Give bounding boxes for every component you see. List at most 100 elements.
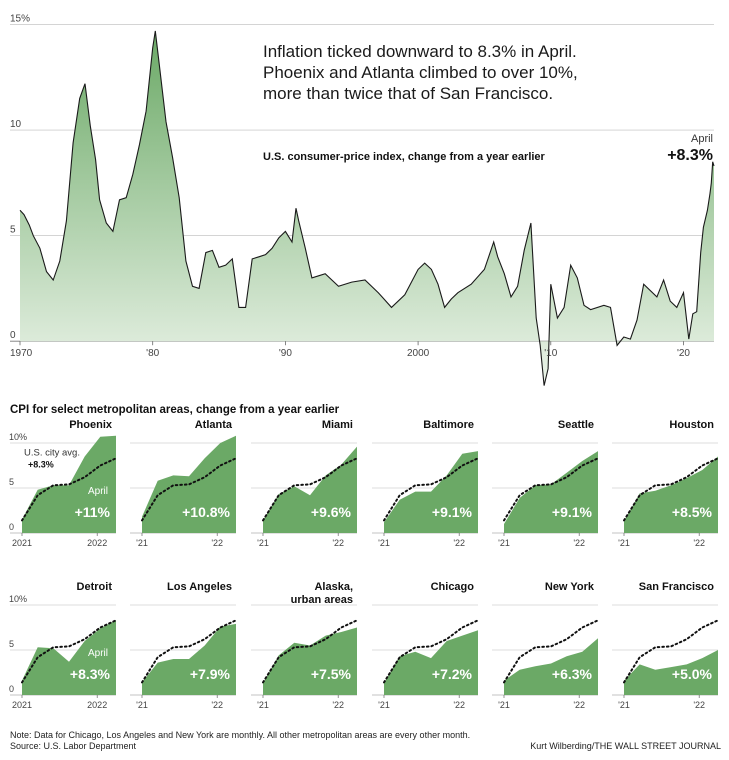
main-y-tick-label: 15% bbox=[10, 14, 30, 25]
panel-value-label: +6.3% bbox=[552, 666, 593, 682]
us-city-avg-line bbox=[262, 619, 358, 684]
panel-area bbox=[384, 630, 478, 695]
us-city-avg-line bbox=[141, 457, 237, 522]
panel-x-tick-label: '22 bbox=[211, 538, 223, 548]
panel-value-label: +9.1% bbox=[552, 504, 593, 520]
us-city-avg-line bbox=[383, 619, 479, 684]
panel-area bbox=[22, 435, 116, 533]
panel-value-label: +9.6% bbox=[311, 504, 352, 520]
us-city-avg-line bbox=[21, 619, 117, 684]
panel-area bbox=[263, 446, 357, 533]
panel-x-tick-label: '22 bbox=[211, 700, 223, 710]
main-y-ticks: 0 5 10 15% bbox=[10, 14, 30, 342]
metro-panel: Seattle +9.1% '21 '22 bbox=[492, 419, 599, 548]
panel-title: Miami bbox=[322, 419, 353, 431]
panel-value-label: +8.3% bbox=[70, 666, 111, 682]
main-x-tick-label: '20 bbox=[677, 348, 690, 359]
main-x-tick-label: 1970 bbox=[10, 348, 33, 359]
panel-title: Phoenix bbox=[69, 419, 113, 431]
panel-title: Chicago bbox=[431, 581, 475, 593]
panel-x-tick-label: '21 bbox=[618, 700, 630, 710]
panel-x-tick-label: 2022 bbox=[87, 538, 107, 548]
panel-x-tick-label: '22 bbox=[573, 538, 585, 548]
main-chart-subtitle: U.S. consumer-price index, change from a… bbox=[263, 151, 546, 163]
main-x-tick-label: 2000 bbox=[407, 348, 430, 359]
metro-panel: 0 5 10% Detroit +8.3% April 2021 2022 bbox=[9, 581, 117, 710]
panel-y-tick-label: 0 bbox=[9, 522, 14, 532]
main-y-tick-label: 0 bbox=[10, 330, 16, 341]
us-city-avg-value: +8.3% bbox=[28, 459, 54, 469]
panel-y-tick-label: 5 bbox=[9, 639, 14, 649]
metro-panel: Chicago +7.2% '21 '22 bbox=[372, 581, 479, 710]
panel-x-tick-label: '22 bbox=[693, 700, 705, 710]
panel-title: urban areas bbox=[291, 594, 353, 606]
metro-panel: Alaska,urban areas +7.5% '21 '22 bbox=[251, 581, 358, 710]
headline-line-1: Inflation ticked downward to 8.3% in Apr… bbox=[263, 42, 577, 61]
main-y-tick-label: 10 bbox=[10, 119, 22, 130]
panel-y-tick-label: 10% bbox=[9, 594, 27, 604]
panel-area bbox=[504, 638, 598, 695]
panel-x-tick-label: '22 bbox=[332, 700, 344, 710]
panel-sub-label: April bbox=[88, 486, 108, 497]
panel-title: Los Angeles bbox=[167, 581, 232, 593]
panel-x-tick-label: '21 bbox=[136, 700, 148, 710]
main-y-tick-label: 5 bbox=[10, 225, 16, 236]
panel-x-tick-label: 2022 bbox=[87, 700, 107, 710]
us-city-avg-line bbox=[503, 457, 599, 522]
metro-small-multiples: CPI for select metropolitan areas, chang… bbox=[9, 404, 719, 710]
headline-line-3: more than twice that of San Francisco. bbox=[263, 84, 553, 103]
main-cpi-area bbox=[20, 30, 714, 386]
metro-panel: Miami +9.6% '21 '22 bbox=[251, 419, 358, 548]
main-cpi-line bbox=[19, 30, 715, 386]
panel-x-tick-label: '21 bbox=[378, 700, 390, 710]
panel-area bbox=[504, 451, 598, 533]
us-city-avg-line bbox=[262, 457, 358, 522]
metro-panel: Baltimore +9.1% '21 '22 bbox=[372, 419, 479, 548]
us-city-avg-line bbox=[141, 619, 237, 684]
panel-value-label: +11% bbox=[75, 504, 111, 520]
us-city-avg-line bbox=[503, 619, 599, 684]
metro-panel: 0 5 10% Phoenix +11% April 2021 2022 U.S. city a… bbox=[9, 419, 117, 548]
panel-value-label: +5.0% bbox=[672, 666, 713, 682]
panel-area bbox=[624, 650, 718, 695]
panel-title: Baltimore bbox=[423, 419, 474, 431]
panel-area bbox=[624, 456, 718, 533]
credit: Kurt Wilberding/THE WALL STREET JOURNAL bbox=[530, 741, 721, 751]
panel-x-tick-label: '22 bbox=[453, 700, 465, 710]
callout-label: April bbox=[691, 133, 713, 145]
panel-x-tick-label: 2021 bbox=[12, 538, 32, 548]
panel-value-label: +7.2% bbox=[432, 666, 473, 682]
metro-panel: Atlanta +10.8% '21 '22 bbox=[130, 419, 237, 548]
panel-title: Atlanta bbox=[195, 419, 233, 431]
panel-x-tick-label: 2021 bbox=[12, 700, 32, 710]
panel-value-label: +9.1% bbox=[432, 504, 473, 520]
callout-value: +8.3% bbox=[667, 147, 713, 164]
panel-x-tick-label: '21 bbox=[498, 700, 510, 710]
metro-panel: San Francisco +5.0% '21 '22 bbox=[612, 581, 719, 710]
main-x-ticks: 1970 '80 '90 2000 '10 '20 bbox=[10, 341, 690, 359]
metro-panel: Los Angeles +7.9% '21 '22 bbox=[130, 581, 237, 710]
main-x-tick-label: '10 bbox=[544, 348, 557, 359]
panel-x-tick-label: '22 bbox=[573, 700, 585, 710]
footnote-note: Note: Data for Chicago, Los Angeles and … bbox=[10, 730, 471, 740]
main-x-tick-label: '90 bbox=[279, 348, 292, 359]
panel-title: Seattle bbox=[558, 419, 594, 431]
metro-section-title: CPI for select metropolitan areas, chang… bbox=[10, 404, 340, 416]
panel-area bbox=[22, 620, 116, 695]
panel-title: New York bbox=[545, 581, 595, 593]
panel-y-tick-label: 10% bbox=[9, 432, 27, 442]
main-x-tick-label: '80 bbox=[146, 348, 159, 359]
panel-sub-label: April bbox=[88, 648, 108, 659]
panel-x-tick-label: '21 bbox=[257, 538, 269, 548]
us-city-avg-label: U.S. city avg. bbox=[24, 448, 80, 459]
panel-x-tick-label: '21 bbox=[257, 700, 269, 710]
panel-area bbox=[384, 451, 478, 533]
panel-value-label: +10.8% bbox=[182, 504, 230, 520]
panel-area bbox=[263, 627, 357, 695]
panel-title: Detroit bbox=[77, 581, 113, 593]
panel-title: Houston bbox=[669, 419, 714, 431]
panel-title: Alaska, bbox=[314, 581, 353, 593]
panel-x-tick-label: '22 bbox=[693, 538, 705, 548]
panel-x-tick-label: '22 bbox=[453, 538, 465, 548]
footnote-source: Source: U.S. Labor Department bbox=[10, 741, 137, 751]
